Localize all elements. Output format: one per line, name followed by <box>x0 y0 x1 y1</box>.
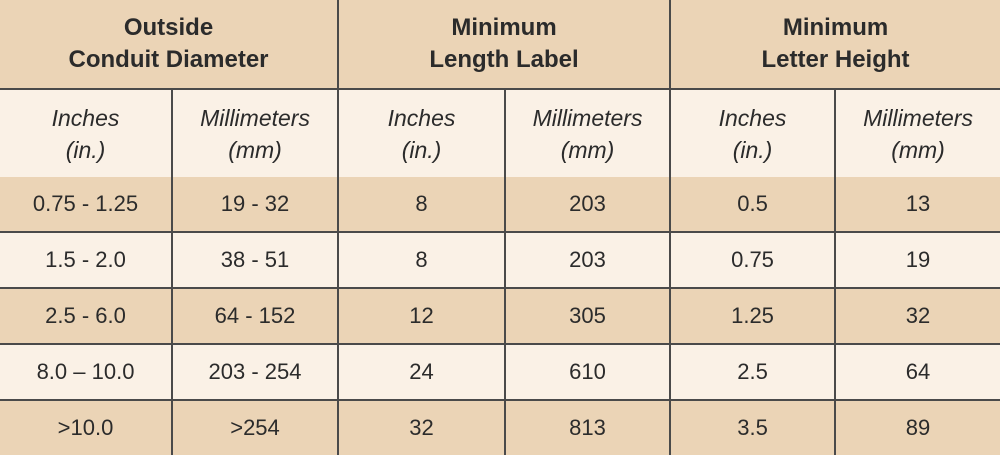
data-row: >10.0 >254 32 813 3.5 89 <box>0 399 1000 455</box>
header-line: Outside <box>123 14 214 41</box>
cell: 203 <box>504 231 672 289</box>
group-header: Minimum Length Label <box>337 0 672 90</box>
cell: 0.75 <box>669 231 837 289</box>
cell: 24 <box>337 343 507 401</box>
header-line: Millimeters <box>200 104 310 131</box>
group-header: Outside Conduit Diameter <box>0 0 340 90</box>
cell: 1.5 - 2.0 <box>0 231 173 289</box>
sub-header: Inches (in.) <box>669 88 837 177</box>
cell: 64 - 152 <box>170 287 340 345</box>
header-line: (mm) <box>891 136 945 163</box>
header-line: (in.) <box>401 136 442 163</box>
header-line: Millimeters <box>863 104 973 131</box>
sub-header: Millimeters (mm) <box>504 88 672 177</box>
cell: 8.0 – 10.0 <box>0 343 173 401</box>
cell: 8 <box>337 177 507 233</box>
data-row: 0.75 - 1.25 19 - 32 8 203 0.5 13 <box>0 177 1000 233</box>
header-line: (in.) <box>65 136 106 163</box>
header-line: Conduit Diameter <box>68 46 269 73</box>
data-row: 2.5 - 6.0 64 - 152 12 305 1.25 32 <box>0 287 1000 345</box>
sub-header: Inches (in.) <box>337 88 507 177</box>
cell: 0.5 <box>669 177 837 233</box>
cell: 89 <box>834 399 1000 455</box>
header-line: (in.) <box>732 136 773 163</box>
cell: 19 - 32 <box>170 177 340 233</box>
header-line: Length Label <box>429 46 579 73</box>
cell: 813 <box>504 399 672 455</box>
header-line: Inches <box>718 104 787 131</box>
cell: 13 <box>834 177 1000 233</box>
cell: 203 - 254 <box>170 343 340 401</box>
cell: 203 <box>504 177 672 233</box>
cell: >254 <box>170 399 340 455</box>
data-row: 1.5 - 2.0 38 - 51 8 203 0.75 19 <box>0 231 1000 289</box>
cell: 38 - 51 <box>170 231 340 289</box>
sub-header: Millimeters (mm) <box>170 88 340 177</box>
cell: 2.5 <box>669 343 837 401</box>
data-row: 8.0 – 10.0 203 - 254 24 610 2.5 64 <box>0 343 1000 401</box>
sub-header-row: Inches (in.) Millimeters (mm) Inches (in.) Mil… <box>0 88 1000 177</box>
header-line: Minimum <box>782 14 889 41</box>
cell: 0.75 - 1.25 <box>0 177 173 233</box>
header-line: Minimum <box>451 14 557 41</box>
group-header: Minimum Letter Height <box>669 0 1000 90</box>
header-line: Millimeters <box>532 104 643 131</box>
cell: 12 <box>337 287 507 345</box>
cell: >10.0 <box>0 399 173 455</box>
header-line: Inches <box>387 104 456 131</box>
cell: 32 <box>337 399 507 455</box>
header-line: (mm) <box>560 136 615 163</box>
cell: 8 <box>337 231 507 289</box>
cell: 32 <box>834 287 1000 345</box>
cell: 2.5 - 6.0 <box>0 287 173 345</box>
cell: 64 <box>834 343 1000 401</box>
header-line: Letter Height <box>761 46 910 73</box>
cell: 3.5 <box>669 399 837 455</box>
header-line: Inches <box>51 104 120 131</box>
sub-header: Millimeters (mm) <box>834 88 1000 177</box>
cell: 19 <box>834 231 1000 289</box>
header-line: (mm) <box>228 136 282 163</box>
sub-header: Inches (in.) <box>0 88 173 177</box>
group-header-row: Outside Conduit Diameter Minimum Length Lab… <box>0 0 1000 90</box>
cell: 1.25 <box>669 287 837 345</box>
cell: 610 <box>504 343 672 401</box>
cell: 305 <box>504 287 672 345</box>
